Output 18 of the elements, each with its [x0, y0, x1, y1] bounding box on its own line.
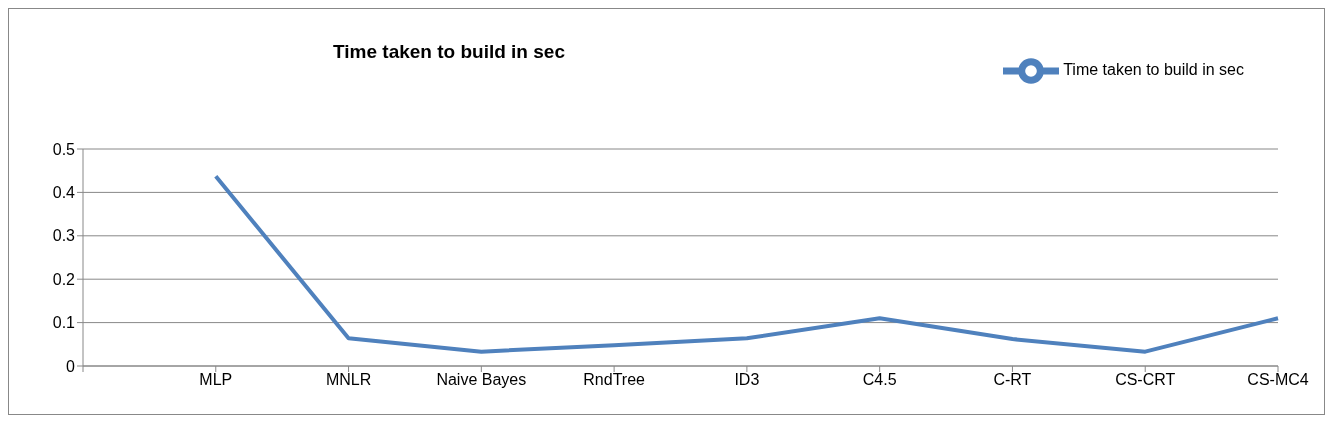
x-tick-label: CS-CRT: [1115, 371, 1176, 389]
y-tick-label: 0.3: [52, 227, 76, 245]
y-tick-label: 0.4: [52, 184, 76, 202]
x-tick-label: C4.5: [862, 371, 897, 389]
x-tick-label: RndTree: [583, 371, 646, 389]
x-tick-label: C-RT: [993, 371, 1032, 389]
y-tick-label: 0.5: [52, 140, 76, 158]
chart-title: Time taken to build in sec: [332, 41, 566, 63]
legend-label: Time taken to build in sec: [1063, 61, 1244, 79]
x-tick-label: CS-MC4: [1247, 371, 1309, 389]
x-tick-label: ID3: [734, 371, 760, 389]
y-tick-label: 0: [66, 357, 76, 375]
x-tick-label: Naive Bayes: [436, 371, 527, 389]
x-tick-label: MNLR: [325, 371, 372, 389]
x-tick-label: MLP: [199, 371, 233, 389]
y-tick-label: 0.2: [52, 270, 76, 288]
y-tick-label: 0.1: [52, 314, 76, 332]
line-series: [213, 174, 1280, 354]
